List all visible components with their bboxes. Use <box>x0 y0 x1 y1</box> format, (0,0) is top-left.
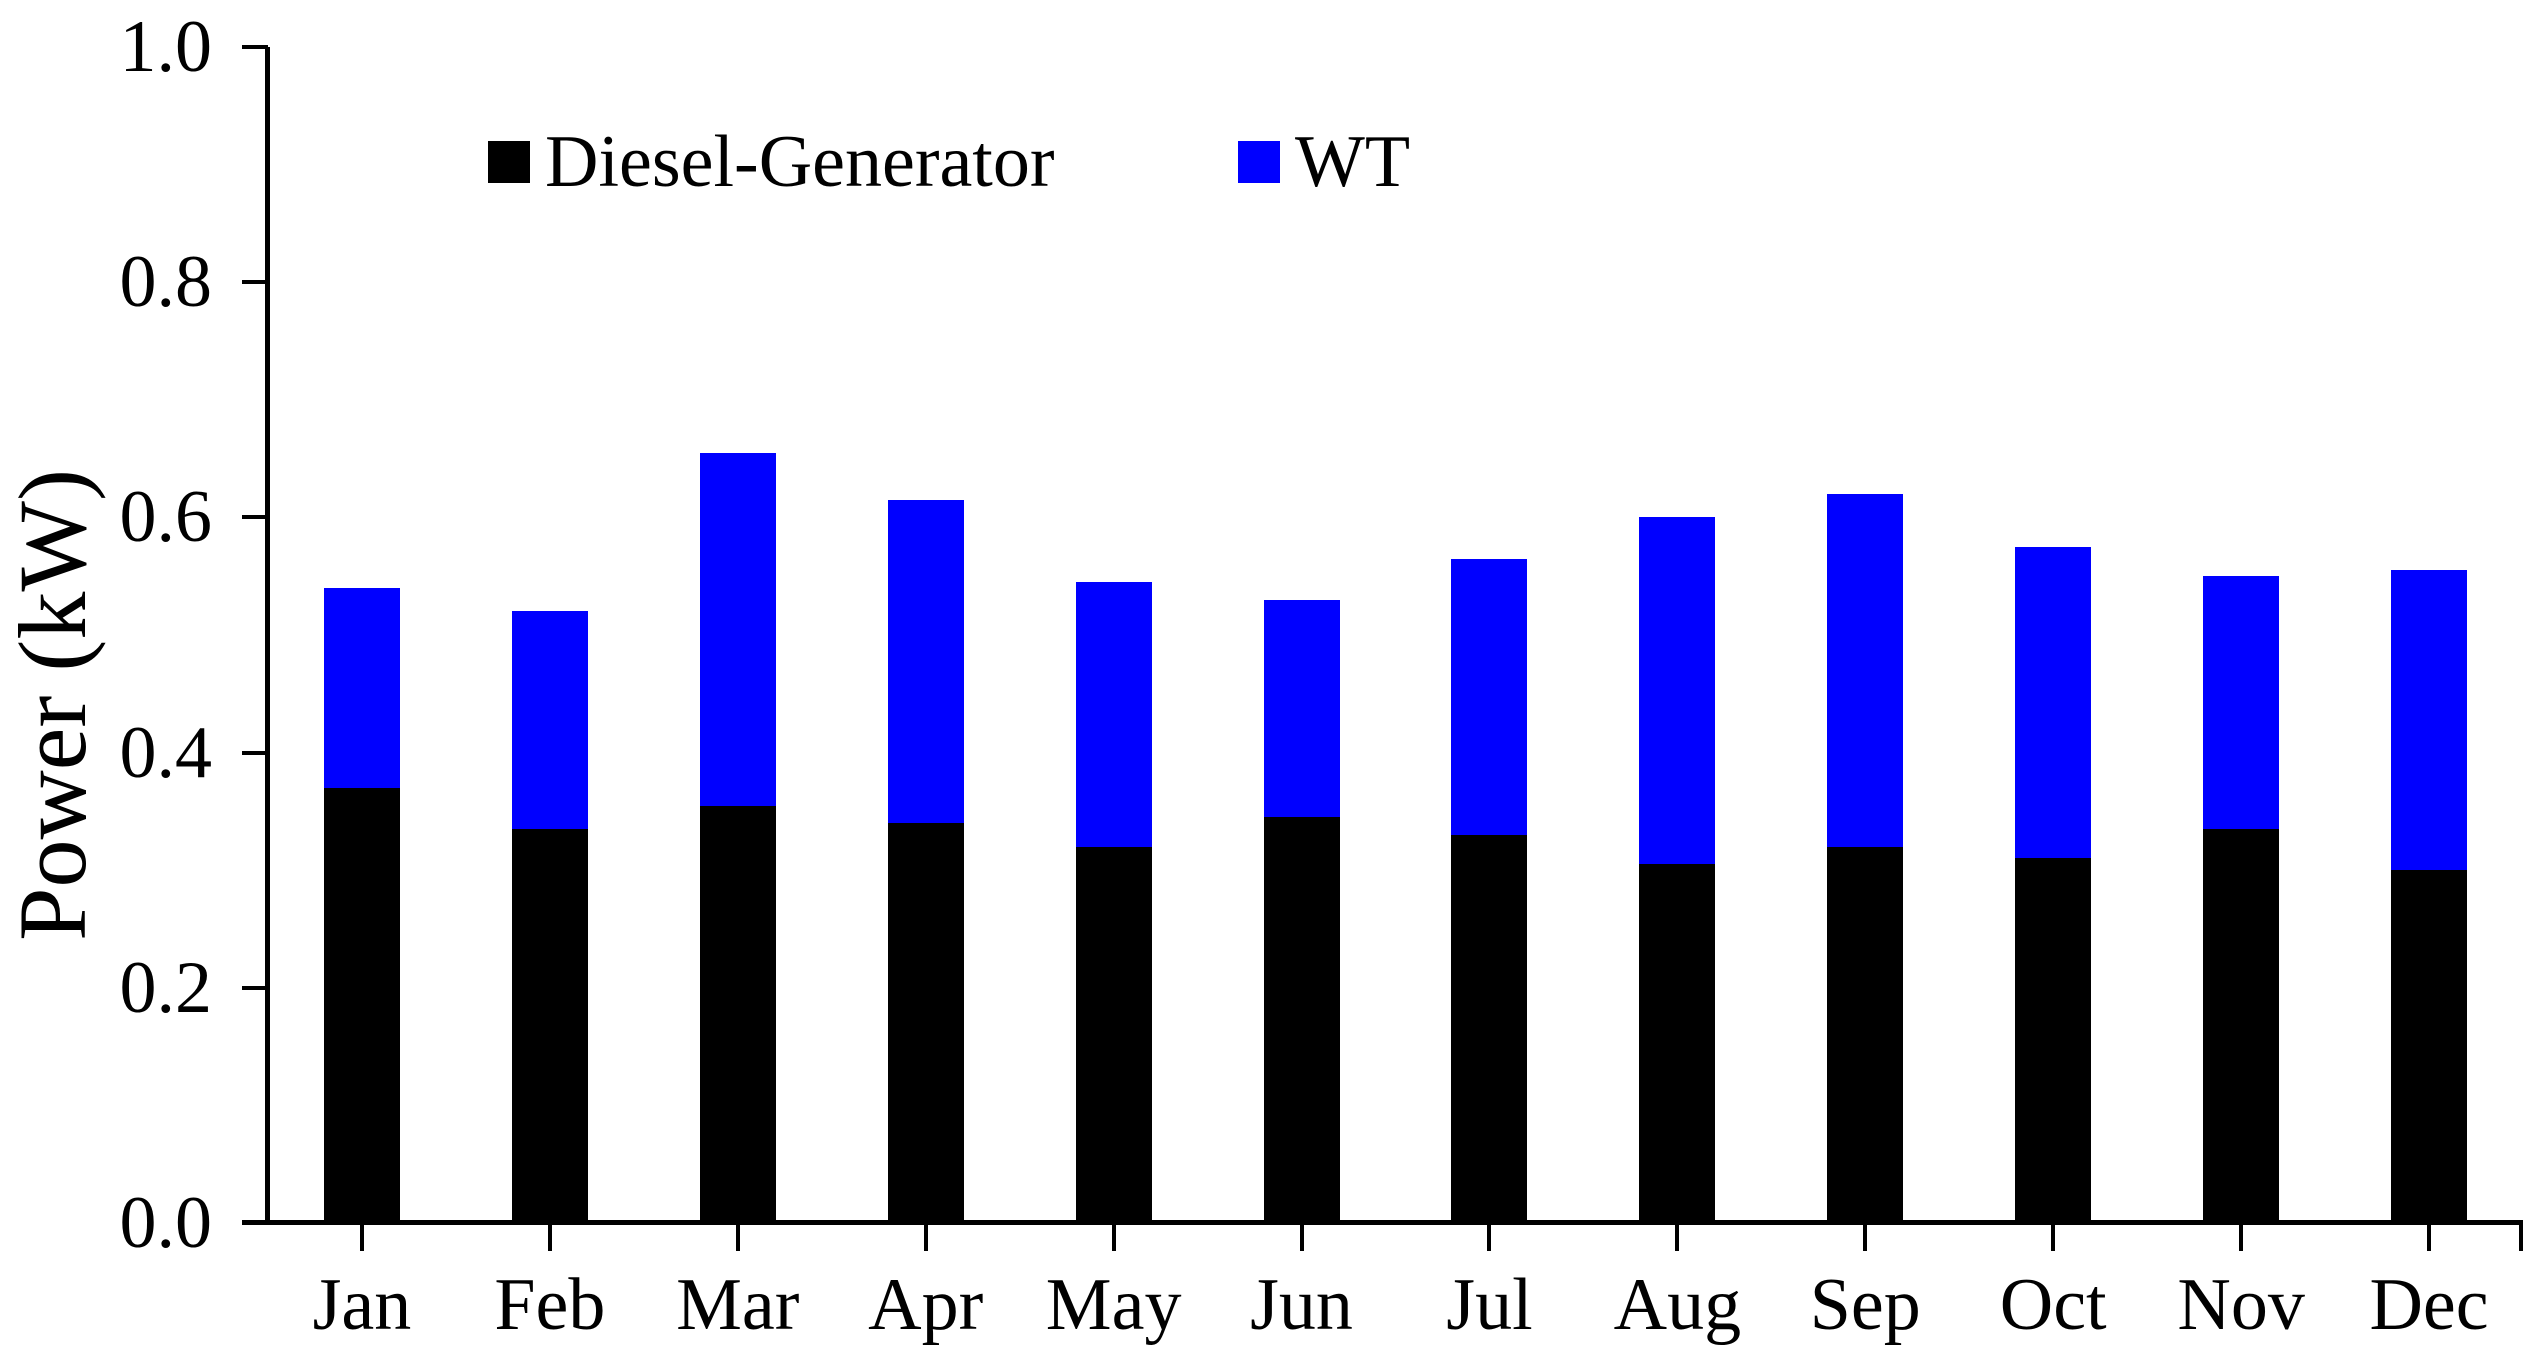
bar-dec-wt <box>2391 570 2468 871</box>
diesel-generator-legend-swatch <box>488 141 530 183</box>
x-tick-mark <box>359 1225 364 1251</box>
x-tick-mark <box>735 1225 740 1251</box>
x-tick-label-sep: Sep <box>1809 1264 1921 1346</box>
bar-jul-diesel-generator <box>1451 834 1528 1223</box>
x-axis-end-tick <box>2519 1225 2523 1251</box>
y-tick-label: 0.2 <box>119 946 213 1029</box>
bar-jun-diesel-generator <box>1263 817 1340 1223</box>
bar-nov-wt <box>2203 576 2280 830</box>
y-tick-mark <box>242 750 268 755</box>
y-tick-mark <box>242 985 268 990</box>
wt-legend-label: WT <box>1295 121 1411 203</box>
x-tick-mark <box>2427 1225 2432 1251</box>
bar-aug-wt <box>1639 517 1716 865</box>
legend-item-diesel-generator: Diesel-Generator <box>488 119 1055 205</box>
x-tick-label-jun: Jun <box>1250 1264 1353 1346</box>
x-tick-mark <box>2051 1225 2056 1251</box>
y-tick-mark <box>242 45 268 49</box>
x-tick-mark <box>2239 1225 2244 1251</box>
bar-mar-wt <box>699 452 776 806</box>
bar-may-wt <box>1075 582 1152 847</box>
bar-mar-diesel-generator <box>699 805 776 1223</box>
x-tick-label-jul: Jul <box>1446 1264 1533 1346</box>
bar-nov-diesel-generator <box>2203 829 2280 1223</box>
bar-oct-wt <box>2015 546 2092 859</box>
bar-dec-diesel-generator <box>2391 870 2468 1223</box>
y-tick-label: 0.4 <box>119 711 213 794</box>
x-tick-label-aug: Aug <box>1613 1264 1742 1346</box>
x-axis-line <box>242 1220 2523 1225</box>
x-tick-label-feb: Feb <box>494 1264 606 1346</box>
x-tick-label-apr: Apr <box>868 1264 984 1346</box>
x-tick-mark <box>547 1225 552 1251</box>
y-tick-mark <box>242 515 268 520</box>
y-tick-mark <box>242 1221 268 1225</box>
y-axis-line <box>265 47 270 1225</box>
x-tick-mark <box>1863 1225 1868 1251</box>
bar-feb-wt <box>511 611 588 830</box>
bar-apr-wt <box>887 499 964 824</box>
x-tick-mark <box>1675 1225 1680 1251</box>
bar-aug-diesel-generator <box>1639 864 1716 1223</box>
x-tick-mark <box>1299 1225 1304 1251</box>
x-tick-mark <box>1487 1225 1492 1251</box>
bar-jun-wt <box>1263 599 1340 818</box>
x-tick-label-jan: Jan <box>312 1264 412 1346</box>
bar-jan-wt <box>323 587 400 788</box>
bar-feb-diesel-generator <box>511 829 588 1223</box>
y-tick-label: 0.6 <box>119 476 213 559</box>
x-tick-label-dec: Dec <box>2369 1264 2489 1346</box>
y-tick-label: 0.8 <box>119 241 213 324</box>
x-tick-mark <box>923 1225 928 1251</box>
bar-sep-wt <box>1827 493 1904 847</box>
x-tick-label-oct: Oct <box>1999 1264 2107 1346</box>
x-tick-label-may: May <box>1045 1264 1182 1346</box>
diesel-generator-legend-label: Diesel-Generator <box>545 121 1055 203</box>
y-tick-mark <box>242 280 268 285</box>
y-tick-label: 1.0 <box>119 6 213 88</box>
bar-jan-diesel-generator <box>323 787 400 1223</box>
bar-sep-diesel-generator <box>1827 846 1904 1223</box>
bar-oct-diesel-generator <box>2015 858 2092 1223</box>
x-tick-label-mar: Mar <box>676 1264 800 1346</box>
bar-apr-diesel-generator <box>887 823 964 1223</box>
x-tick-mark <box>1111 1225 1116 1251</box>
x-tick-label-nov: Nov <box>2177 1264 2305 1346</box>
bar-jul-wt <box>1451 558 1528 835</box>
bar-may-diesel-generator <box>1075 846 1152 1223</box>
y-tick-label: 0.0 <box>119 1182 213 1264</box>
wt-legend-swatch <box>1238 141 1280 183</box>
legend-item-wt: WT <box>1238 119 1410 205</box>
